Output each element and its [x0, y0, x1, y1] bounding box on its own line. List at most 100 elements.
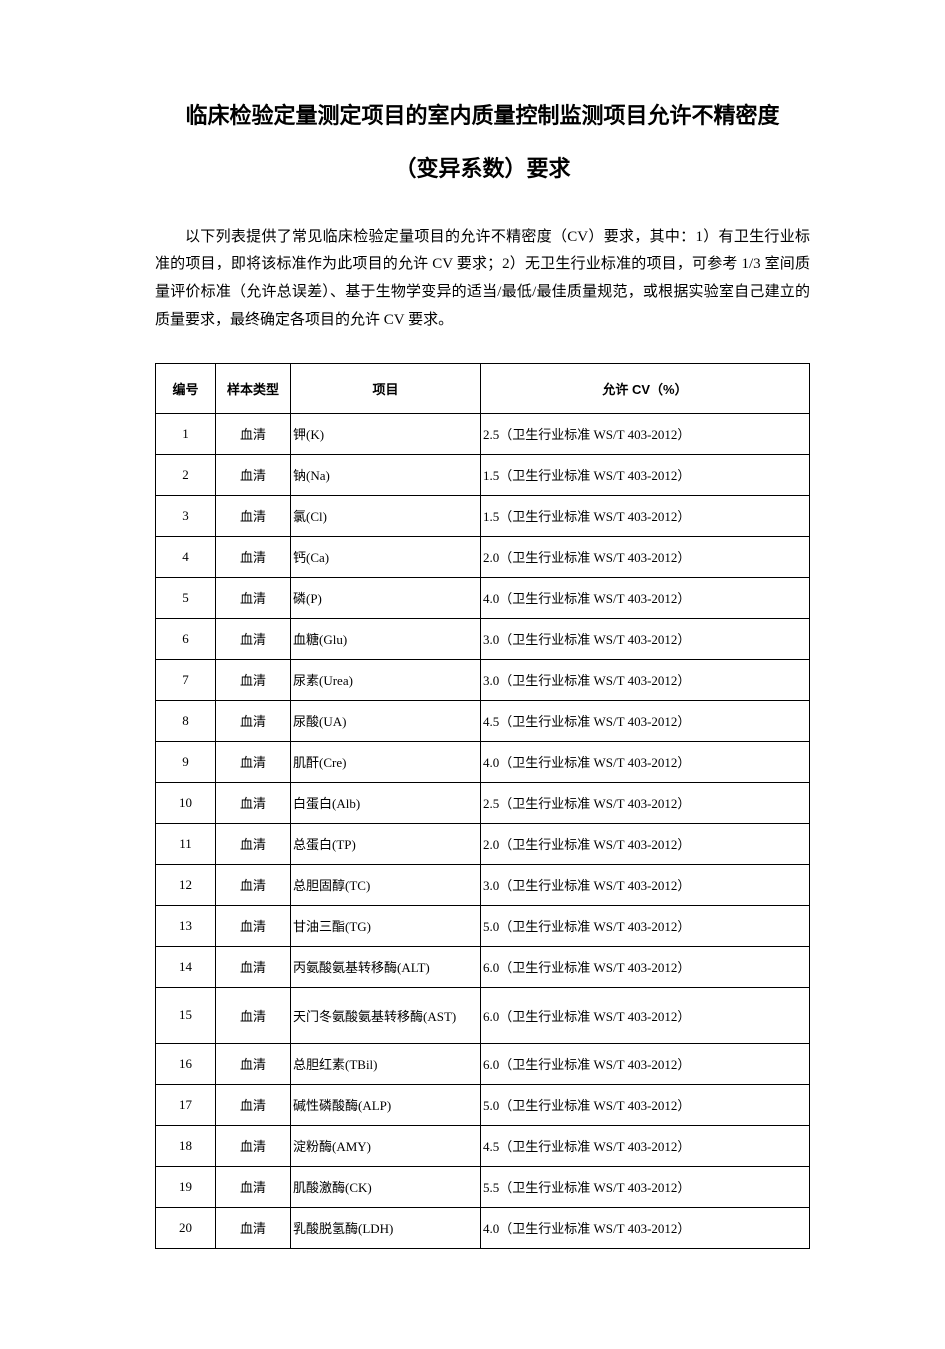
cell-cv: 5.5（卫生行业标准 WS/T 403-2012） — [481, 1166, 810, 1207]
cell-id: 14 — [156, 946, 216, 987]
cell-item: 钠(Na) — [291, 454, 481, 495]
cell-cv: 6.0（卫生行业标准 WS/T 403-2012） — [481, 946, 810, 987]
cell-id: 5 — [156, 577, 216, 618]
cell-item: 血糖(Glu) — [291, 618, 481, 659]
cell-id: 1 — [156, 413, 216, 454]
cell-id: 19 — [156, 1166, 216, 1207]
table-row: 4血清钙(Ca)2.0（卫生行业标准 WS/T 403-2012） — [156, 536, 810, 577]
cell-cv: 2.5（卫生行业标准 WS/T 403-2012） — [481, 413, 810, 454]
cell-cv: 3.0（卫生行业标准 WS/T 403-2012） — [481, 618, 810, 659]
cell-cv: 5.0（卫生行业标准 WS/T 403-2012） — [481, 1084, 810, 1125]
table-row: 14血清丙氨酸氨基转移酶(ALT)6.0（卫生行业标准 WS/T 403-201… — [156, 946, 810, 987]
cell-type: 血清 — [216, 1084, 291, 1125]
cell-item: 丙氨酸氨基转移酶(ALT) — [291, 946, 481, 987]
cell-id: 11 — [156, 823, 216, 864]
cell-cv: 4.0（卫生行业标准 WS/T 403-2012） — [481, 1207, 810, 1248]
cell-item: 总蛋白(TP) — [291, 823, 481, 864]
col-header-type: 样本类型 — [216, 363, 291, 413]
table-row: 15血清天门冬氨酸氨基转移酶(AST)6.0（卫生行业标准 WS/T 403-2… — [156, 987, 810, 1043]
table-row: 12血清总胆固醇(TC)3.0（卫生行业标准 WS/T 403-2012） — [156, 864, 810, 905]
table-row: 5血清磷(P)4.0（卫生行业标准 WS/T 403-2012） — [156, 577, 810, 618]
cell-type: 血清 — [216, 1207, 291, 1248]
cell-id: 13 — [156, 905, 216, 946]
cell-cv: 4.5（卫生行业标准 WS/T 403-2012） — [481, 700, 810, 741]
cell-id: 2 — [156, 454, 216, 495]
cell-id: 10 — [156, 782, 216, 823]
table-row: 10血清白蛋白(Alb)2.5（卫生行业标准 WS/T 403-2012） — [156, 782, 810, 823]
cell-item: 钙(Ca) — [291, 536, 481, 577]
table-row: 17血清碱性磷酸酶(ALP)5.0（卫生行业标准 WS/T 403-2012） — [156, 1084, 810, 1125]
cell-type: 血清 — [216, 413, 291, 454]
cell-type: 血清 — [216, 905, 291, 946]
cell-item: 总胆固醇(TC) — [291, 864, 481, 905]
cell-item: 尿素(Urea) — [291, 659, 481, 700]
cell-type: 血清 — [216, 864, 291, 905]
cell-type: 血清 — [216, 1125, 291, 1166]
cv-table: 编号 样本类型 项目 允许 CV（%） 1血清钾(K)2.5（卫生行业标准 WS… — [155, 363, 810, 1249]
col-header-cv: 允许 CV（%） — [481, 363, 810, 413]
cell-id: 20 — [156, 1207, 216, 1248]
cell-cv: 3.0（卫生行业标准 WS/T 403-2012） — [481, 659, 810, 700]
cell-cv: 1.5（卫生行业标准 WS/T 403-2012） — [481, 454, 810, 495]
col-header-id: 编号 — [156, 363, 216, 413]
doc-title-line2: （变异系数）要求 — [155, 143, 810, 196]
cell-id: 9 — [156, 741, 216, 782]
cell-type: 血清 — [216, 1166, 291, 1207]
cell-item: 淀粉酶(AMY) — [291, 1125, 481, 1166]
cell-item: 碱性磷酸酶(ALP) — [291, 1084, 481, 1125]
cell-item: 白蛋白(Alb) — [291, 782, 481, 823]
table-row: 18血清淀粉酶(AMY)4.5（卫生行业标准 WS/T 403-2012） — [156, 1125, 810, 1166]
table-row: 11血清总蛋白(TP)2.0（卫生行业标准 WS/T 403-2012） — [156, 823, 810, 864]
cell-item: 磷(P) — [291, 577, 481, 618]
cell-type: 血清 — [216, 618, 291, 659]
cell-cv: 1.5（卫生行业标准 WS/T 403-2012） — [481, 495, 810, 536]
table-header-row: 编号 样本类型 项目 允许 CV（%） — [156, 363, 810, 413]
cell-type: 血清 — [216, 536, 291, 577]
table-row: 1血清钾(K)2.5（卫生行业标准 WS/T 403-2012） — [156, 413, 810, 454]
cell-id: 4 — [156, 536, 216, 577]
cell-cv: 3.0（卫生行业标准 WS/T 403-2012） — [481, 864, 810, 905]
table-row: 2血清钠(Na)1.5（卫生行业标准 WS/T 403-2012） — [156, 454, 810, 495]
cell-item: 氯(Cl) — [291, 495, 481, 536]
table-row: 20血清乳酸脱氢酶(LDH)4.0（卫生行业标准 WS/T 403-2012） — [156, 1207, 810, 1248]
cell-id: 7 — [156, 659, 216, 700]
table-row: 3血清氯(Cl)1.5（卫生行业标准 WS/T 403-2012） — [156, 495, 810, 536]
cell-type: 血清 — [216, 577, 291, 618]
cell-id: 15 — [156, 987, 216, 1043]
cell-cv: 2.0（卫生行业标准 WS/T 403-2012） — [481, 823, 810, 864]
cell-item: 总胆红素(TBil) — [291, 1043, 481, 1084]
cell-item: 尿酸(UA) — [291, 700, 481, 741]
cell-cv: 6.0（卫生行业标准 WS/T 403-2012） — [481, 1043, 810, 1084]
cell-cv: 2.0（卫生行业标准 WS/T 403-2012） — [481, 536, 810, 577]
cell-cv: 4.0（卫生行业标准 WS/T 403-2012） — [481, 741, 810, 782]
cell-type: 血清 — [216, 454, 291, 495]
cell-item: 肌酸激酶(CK) — [291, 1166, 481, 1207]
cell-item: 肌酐(Cre) — [291, 741, 481, 782]
cell-id: 8 — [156, 700, 216, 741]
table-row: 19血清肌酸激酶(CK)5.5（卫生行业标准 WS/T 403-2012） — [156, 1166, 810, 1207]
cell-cv: 2.5（卫生行业标准 WS/T 403-2012） — [481, 782, 810, 823]
cell-type: 血清 — [216, 741, 291, 782]
cell-cv: 4.0（卫生行业标准 WS/T 403-2012） — [481, 577, 810, 618]
cell-cv: 4.5（卫生行业标准 WS/T 403-2012） — [481, 1125, 810, 1166]
cell-type: 血清 — [216, 495, 291, 536]
cell-type: 血清 — [216, 1043, 291, 1084]
table-row: 16血清总胆红素(TBil)6.0（卫生行业标准 WS/T 403-2012） — [156, 1043, 810, 1084]
cell-id: 12 — [156, 864, 216, 905]
cell-type: 血清 — [216, 987, 291, 1043]
cell-type: 血清 — [216, 946, 291, 987]
cell-cv: 5.0（卫生行业标准 WS/T 403-2012） — [481, 905, 810, 946]
cell-item: 乳酸脱氢酶(LDH) — [291, 1207, 481, 1248]
table-row: 9血清肌酐(Cre)4.0（卫生行业标准 WS/T 403-2012） — [156, 741, 810, 782]
cell-cv: 6.0（卫生行业标准 WS/T 403-2012） — [481, 987, 810, 1043]
cell-id: 18 — [156, 1125, 216, 1166]
cell-type: 血清 — [216, 782, 291, 823]
table-row: 13血清甘油三酯(TG)5.0（卫生行业标准 WS/T 403-2012） — [156, 905, 810, 946]
table-row: 8血清尿酸(UA)4.5（卫生行业标准 WS/T 403-2012） — [156, 700, 810, 741]
cell-id: 16 — [156, 1043, 216, 1084]
cell-item: 甘油三酯(TG) — [291, 905, 481, 946]
doc-title-line1: 临床检验定量测定项目的室内质量控制监测项目允许不精密度 — [155, 90, 810, 143]
cell-type: 血清 — [216, 659, 291, 700]
cell-item: 天门冬氨酸氨基转移酶(AST) — [291, 987, 481, 1043]
cell-item: 钾(K) — [291, 413, 481, 454]
